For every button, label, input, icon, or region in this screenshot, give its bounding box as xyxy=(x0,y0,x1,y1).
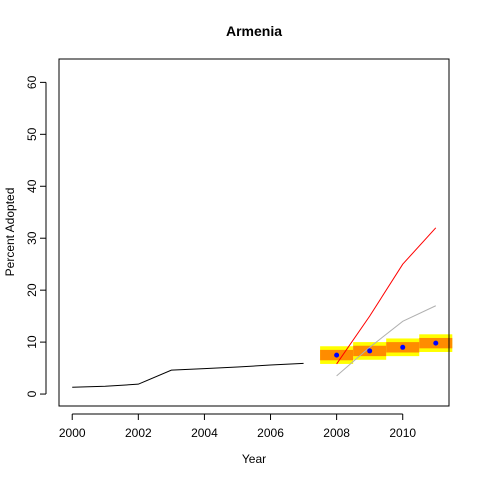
y-tick-label: 50 xyxy=(25,127,39,141)
axes: 2000 2002 2004 2006 2008 2010 0 10 20 30 40 50 60 xyxy=(25,75,416,440)
forecast-point xyxy=(433,340,439,346)
y-tick-label: 60 xyxy=(25,75,39,89)
x-tick-label: 2002 xyxy=(125,426,152,440)
forecast-point xyxy=(334,352,340,358)
upper-projection-line xyxy=(336,227,437,365)
forecast-points xyxy=(334,340,439,358)
plot-frame xyxy=(58,58,450,407)
historical-line xyxy=(72,362,304,388)
y-tick-label: 30 xyxy=(25,231,39,245)
y-tick-label: 10 xyxy=(25,335,39,349)
x-axis-label: Year xyxy=(242,452,266,466)
y-tick-label: 0 xyxy=(25,390,39,397)
x-tick-label: 2008 xyxy=(323,426,350,440)
y-tick-label: 20 xyxy=(25,283,39,297)
x-tick-label: 2000 xyxy=(59,426,86,440)
x-tick-label: 2006 xyxy=(257,426,284,440)
forecast-point xyxy=(367,348,373,354)
forecast-point xyxy=(400,344,406,350)
lower-projection-line xyxy=(336,305,436,377)
x-tick-label: 2004 xyxy=(191,426,218,440)
series-lines xyxy=(72,227,437,388)
y-axis-label: Percent Adopted xyxy=(3,188,17,277)
chart-title: Armenia xyxy=(226,23,282,39)
y-tick-label: 40 xyxy=(25,179,39,193)
x-tick-label: 2010 xyxy=(389,426,416,440)
